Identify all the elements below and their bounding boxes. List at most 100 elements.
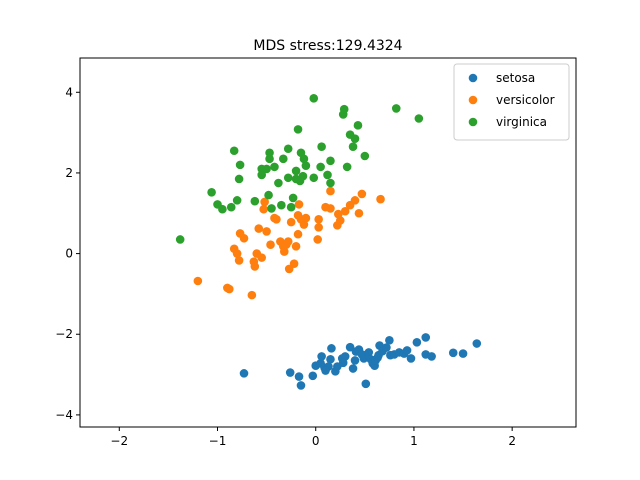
point-virginica-20 <box>279 154 288 164</box>
point-versicolor-37 <box>314 215 323 224</box>
point-virginica-13 <box>264 190 273 200</box>
point-virginica-16 <box>267 204 276 213</box>
point-setosa-0 <box>239 369 249 378</box>
point-virginica-7 <box>234 174 244 184</box>
point-setosa-39 <box>402 346 412 355</box>
point-setosa-49 <box>338 358 348 368</box>
point-virginica-37 <box>323 170 332 180</box>
point-setosa-45 <box>448 348 458 358</box>
point-virginica-23 <box>286 202 296 212</box>
x-tick-label: 1 <box>410 434 418 448</box>
point-versicolor-46 <box>354 208 364 218</box>
point-virginica-5 <box>229 146 239 156</box>
point-virginica-46 <box>353 121 363 130</box>
point-virginica-35 <box>316 162 325 172</box>
point-versicolor-47 <box>357 189 367 199</box>
point-virginica-10 <box>257 170 267 180</box>
legend-marker-setosa <box>468 73 478 83</box>
point-virginica-4 <box>226 202 236 212</box>
point-setosa-47 <box>472 339 482 348</box>
point-versicolor-19 <box>272 215 281 224</box>
point-virginica-31 <box>299 154 309 164</box>
point-setosa-16 <box>345 342 355 352</box>
point-virginica-44 <box>348 142 358 152</box>
point-virginica-27 <box>293 125 303 134</box>
point-setosa-10 <box>326 354 335 364</box>
point-versicolor-28 <box>291 242 301 251</box>
legend: setosa versicolor virginica <box>453 63 570 141</box>
point-versicolor-8 <box>247 290 257 300</box>
point-setosa-44 <box>427 352 436 361</box>
y-tick-label: 2 <box>65 166 73 180</box>
point-virginica-48 <box>391 104 401 113</box>
point-versicolor-16 <box>262 227 271 236</box>
point-setosa-41 <box>412 338 422 347</box>
point-virginica-33 <box>309 94 319 103</box>
series-versicolor <box>193 186 385 300</box>
point-versicolor-39 <box>326 204 335 213</box>
point-versicolor-5 <box>234 256 244 265</box>
point-virginica-45 <box>350 134 360 143</box>
point-virginica-30 <box>298 171 308 181</box>
x-tick-label: 2 <box>508 434 516 448</box>
point-setosa-33 <box>382 343 391 352</box>
point-virginica-24 <box>288 193 298 203</box>
point-setosa-3 <box>296 381 306 390</box>
point-versicolor-29 <box>293 229 303 239</box>
point-virginica-17 <box>270 162 279 172</box>
point-virginica-41 <box>339 104 349 114</box>
point-versicolor-13 <box>257 253 267 262</box>
point-virginica-8 <box>235 160 245 170</box>
y-tick-label: 0 <box>65 247 73 261</box>
point-virginica-21 <box>283 173 293 183</box>
point-setosa-46 <box>458 349 468 358</box>
legend-label-virginica: virginica <box>496 115 547 129</box>
x-tick-label: −2 <box>110 434 128 448</box>
point-versicolor-2 <box>224 284 234 294</box>
series-virginica <box>175 94 424 244</box>
point-versicolor-12 <box>254 224 264 233</box>
x-tick-label: −1 <box>209 434 227 448</box>
point-virginica-47 <box>360 151 370 161</box>
point-setosa-22 <box>359 354 369 363</box>
x-axis: −2 −1 0 1 2 <box>110 427 516 448</box>
y-tick-label: 4 <box>65 85 73 99</box>
point-versicolor-17 <box>266 240 275 250</box>
point-versicolor-36 <box>314 223 323 232</box>
point-versicolor-10 <box>250 262 260 271</box>
legend-box <box>453 63 570 141</box>
point-versicolor-45 <box>350 196 360 205</box>
point-virginica-32 <box>301 161 311 170</box>
point-virginica-0 <box>175 235 185 244</box>
point-virginica-6 <box>232 196 242 205</box>
point-virginica-9 <box>250 196 260 206</box>
point-setosa-23 <box>361 379 371 389</box>
point-virginica-26 <box>291 166 301 176</box>
point-setosa-7 <box>317 352 326 361</box>
point-versicolor-15 <box>260 197 269 207</box>
point-setosa-2 <box>294 372 304 381</box>
point-versicolor-48 <box>376 194 385 204</box>
plot-area-frame <box>79 57 577 428</box>
point-versicolor-0 <box>193 276 203 286</box>
point-virginica-36 <box>317 142 326 152</box>
point-virginica-1 <box>207 187 216 197</box>
point-versicolor-22 <box>279 247 289 256</box>
point-setosa-48 <box>321 366 330 375</box>
point-versicolor-31 <box>294 200 304 209</box>
y-tick-label: −4 <box>55 408 73 422</box>
point-versicolor-34 <box>301 213 311 223</box>
point-versicolor-4 <box>232 249 242 258</box>
point-virginica-34 <box>309 173 319 183</box>
point-versicolor-42 <box>334 209 343 219</box>
chart-title: MDS stress:129.4324 <box>253 38 402 54</box>
point-setosa-11 <box>327 344 336 353</box>
point-virginica-42 <box>342 162 352 172</box>
x-tick-label: 0 <box>312 434 320 448</box>
point-setosa-17 <box>348 364 358 373</box>
point-setosa-42 <box>421 333 431 342</box>
y-axis: −4 −2 0 2 4 <box>55 85 80 422</box>
points-layer <box>175 94 482 390</box>
legend-marker-versicolor <box>468 95 478 105</box>
point-versicolor-27 <box>289 259 299 268</box>
